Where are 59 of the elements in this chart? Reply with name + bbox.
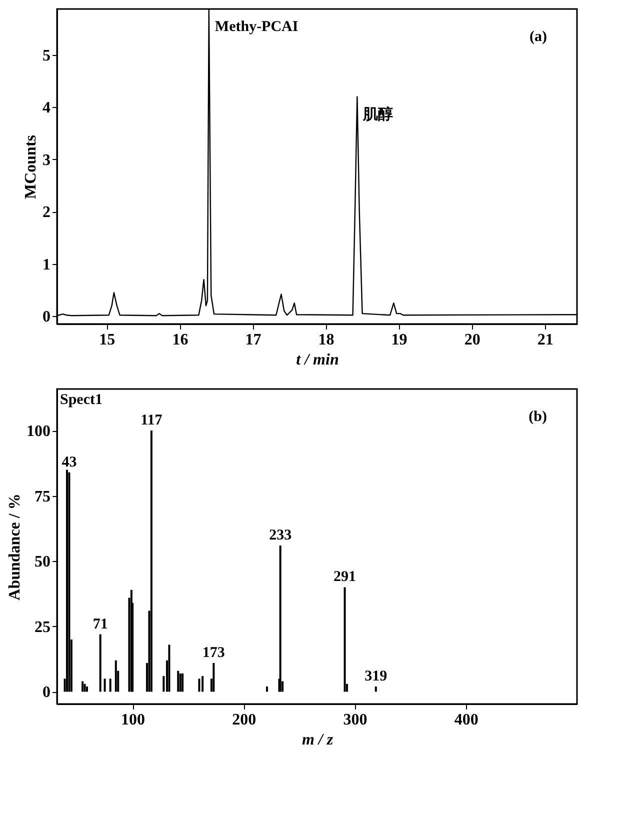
bar (84, 684, 86, 692)
annotation: 43 (62, 454, 77, 470)
y-axis-title: Abundance / % (6, 494, 24, 600)
bar (182, 673, 184, 692)
annotation: Methy-PCAI (214, 19, 298, 35)
y-tick-label: 4 (42, 100, 50, 117)
y-tick-label: 75 (34, 488, 50, 506)
x-tick-label: 18 (318, 332, 334, 348)
annotation: 233 (269, 527, 292, 544)
bar (212, 662, 215, 692)
y-tick-label: 3 (42, 152, 50, 169)
annotation: 173 (202, 644, 225, 661)
x-tick-label: 19 (391, 332, 408, 348)
x-tick-label: 20 (464, 332, 480, 348)
bar (68, 472, 70, 692)
x-tick-label: 17 (245, 332, 262, 348)
y-tick-label: 1 (42, 256, 50, 274)
x-tick-label: 400 (454, 712, 478, 728)
x-tick-label: 200 (232, 712, 256, 728)
x-axis-title: t / min (296, 352, 339, 368)
bar (82, 681, 84, 692)
bar (177, 670, 180, 692)
bar (86, 686, 88, 692)
annotation: (a) (530, 29, 547, 45)
bar (198, 678, 200, 692)
bar (179, 673, 182, 692)
x-tick-label: 21 (537, 332, 554, 348)
y-tick-label: 2 (42, 204, 50, 222)
x-axis-title: m / z (302, 732, 334, 748)
y-axis-title: MCounts (22, 134, 40, 200)
y-tick-label: 0 (42, 308, 50, 326)
bar (150, 430, 152, 692)
bar (266, 686, 268, 692)
bar (104, 678, 106, 692)
annotation: Spect1 (60, 392, 102, 408)
bar (99, 634, 102, 692)
annotation: 319 (364, 668, 388, 684)
y-tick-label: 50 (34, 554, 50, 571)
bar (344, 587, 346, 692)
bar (168, 644, 170, 692)
x-tick-label: 100 (121, 712, 146, 728)
bar (374, 686, 377, 692)
bar (279, 545, 282, 692)
annotation: 肌醇 (362, 106, 394, 123)
y-tick-label: 100 (26, 423, 50, 440)
y-tick-label: 25 (34, 618, 50, 636)
annotation: (b) (528, 409, 547, 425)
x-tick-label: 300 (343, 712, 368, 728)
bar (66, 470, 68, 692)
bar (114, 660, 117, 692)
annotation: 117 (140, 412, 163, 429)
annotation: 71 (92, 616, 108, 632)
y-tick-label: 5 (42, 47, 50, 64)
bar (109, 678, 112, 692)
x-tick-label: 16 (172, 332, 188, 348)
x-tick-label: 15 (99, 332, 116, 348)
bar (202, 676, 204, 692)
annotation: 291 (334, 569, 356, 586)
y-tick-label: 0 (42, 684, 50, 702)
